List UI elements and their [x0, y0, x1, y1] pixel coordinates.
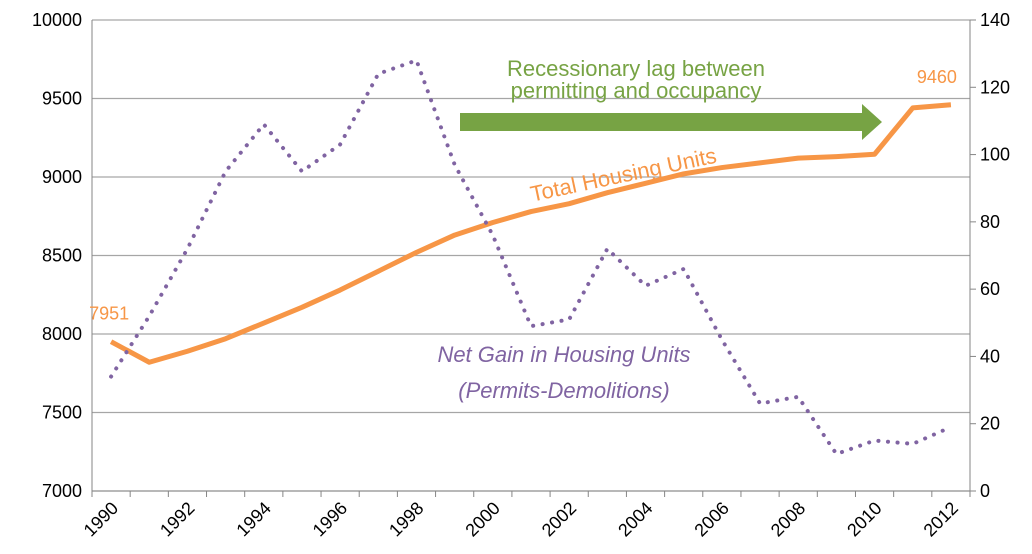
y2-tick-label: 100	[980, 145, 1010, 165]
x-tick-label: 1994	[232, 498, 274, 540]
data-label: 9460	[917, 67, 957, 87]
y-tick-label: 9500	[42, 89, 82, 109]
x-tick-label: 1998	[385, 498, 427, 540]
y-tick-label: 9000	[42, 167, 82, 187]
arrow	[460, 104, 882, 140]
y-tick-label: 7000	[42, 481, 82, 501]
y-tick-label: 8500	[42, 246, 82, 266]
y2-tick-label: 0	[980, 481, 990, 501]
y2-tick-label: 80	[980, 212, 1000, 232]
x-tick-label: 2006	[690, 498, 732, 540]
y-tick-label: 10000	[32, 10, 82, 30]
x-tick-label: 2012	[920, 498, 962, 540]
x-tick-label: 2008	[767, 498, 809, 540]
data-label: 7951	[89, 304, 129, 324]
annotation: (Permits-Demolitions)	[458, 378, 669, 403]
x-tick-label: 1996	[309, 498, 351, 540]
x-tick-label: 1990	[80, 498, 122, 540]
series-line	[109, 102, 952, 365]
x-tick-label: 2010	[843, 498, 885, 540]
annotation: Recessionary lag between	[507, 56, 765, 81]
annotation: permitting and occupancy	[511, 78, 762, 103]
y2-tick-label: 60	[980, 279, 1000, 299]
y2-tick-label: 120	[980, 77, 1010, 97]
x-tick-label: 2000	[461, 498, 503, 540]
series-label: Net Gain in Housing Units	[437, 342, 690, 367]
y2-tick-label: 40	[980, 346, 1000, 366]
x-tick-label: 2004	[614, 498, 656, 540]
y-tick-label: 8000	[42, 324, 82, 344]
y-tick-label: 7500	[42, 403, 82, 423]
y2-tick-label: 140	[980, 10, 1010, 30]
y2-tick-label: 20	[980, 414, 1000, 434]
x-tick-label: 1992	[156, 498, 198, 540]
x-tick-label: 2002	[538, 498, 580, 540]
